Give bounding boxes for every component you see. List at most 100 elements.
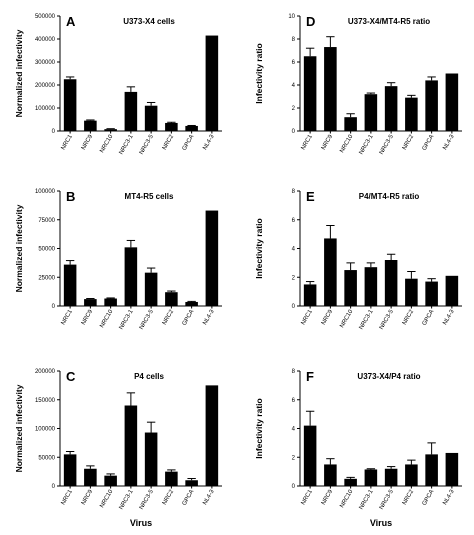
y-tick-label: 6 (292, 60, 296, 66)
x-tick-label: GPCA (182, 309, 196, 327)
y-tick-label: 200000 (35, 83, 56, 89)
x-tick-label: NRC2 (162, 308, 176, 326)
bar (425, 281, 438, 306)
x-tick-label: NRC3-5 (379, 308, 395, 330)
x-tick-label: NRC9 (81, 308, 95, 326)
panel-title: P4 cells (134, 372, 164, 381)
y-axis-label: Infectivity ratio (254, 398, 264, 458)
bar (63, 79, 77, 131)
panel-title: U373-X4/MT4-R5 ratio (348, 17, 430, 26)
bar (364, 94, 378, 131)
y-tick-label: 8 (292, 189, 296, 195)
bar (144, 105, 158, 131)
bar (384, 260, 398, 306)
bar (63, 454, 77, 486)
y-tick-label: 25000 (38, 275, 55, 281)
bar (84, 120, 97, 131)
bar (324, 47, 337, 131)
x-tick-label: NRC10 (339, 308, 354, 329)
y-axis-label: Normalized infectivity (14, 384, 24, 472)
y-tick-label: 0 (52, 304, 56, 310)
y-tick-label: 100000 (35, 189, 56, 195)
bar (124, 91, 138, 131)
bar (104, 129, 117, 131)
x-tick-label: GPCA (182, 134, 196, 152)
bar (344, 478, 357, 486)
x-tick-label: NRC3-1 (119, 488, 135, 510)
bar (425, 454, 438, 486)
bar (303, 284, 317, 306)
x-tick-label: NL4-3 (442, 133, 456, 151)
bar (364, 469, 378, 486)
y-tick-label: 2 (292, 106, 296, 112)
x-tick-label: NL4-3 (202, 488, 216, 506)
bar (205, 385, 219, 486)
panel-d: D U373-X4/MT4-R5 ratio 0 2 4 6 8 10 Infectivity … (254, 14, 462, 156)
panel-a: A U373-X4 cells 0 100000 200000 300000 400000 5… (14, 14, 222, 156)
y-tick-label: 0 (292, 129, 296, 135)
bar (303, 56, 317, 131)
x-tick-label: NRC10 (339, 488, 354, 509)
x-tick-label: NRC3-5 (139, 133, 155, 155)
bar (165, 122, 178, 131)
x-tick-label: NRC3-5 (379, 133, 395, 155)
x-tick-label: GPCA (422, 134, 436, 152)
y-tick-label: 0 (52, 129, 56, 135)
x-tick-label: NRC9 (321, 488, 335, 506)
y-tick-label: 50000 (38, 247, 55, 253)
bar (364, 267, 378, 306)
bar (405, 464, 418, 486)
y-tick-label: 4 (292, 247, 296, 253)
y-tick-label: 400000 (35, 37, 56, 43)
bar (205, 35, 219, 131)
panel-letter: E (306, 189, 315, 204)
x-tick-label: NL4-3 (202, 308, 216, 326)
panel-title: MT4-R5 cells (125, 192, 174, 201)
bar (205, 210, 219, 306)
x-tick-label: NRC1 (60, 308, 74, 326)
x-tick-label: GPCA (422, 489, 436, 507)
bar (185, 301, 198, 306)
bar (144, 272, 158, 306)
bar (104, 298, 117, 306)
bar (144, 432, 158, 486)
panel-b: B MT4-R5 cells 0 25000 50000 75000 100000 Norma… (14, 189, 222, 331)
x-tick-label: NRC3-1 (119, 133, 135, 155)
x-tick-label: NRC3-5 (139, 488, 155, 510)
x-tick-label: NRC10 (99, 133, 114, 154)
panel-letter: C (66, 369, 76, 384)
x-tick-label: NL4-3 (442, 308, 456, 326)
bar (405, 278, 418, 306)
x-tick-label: NRC10 (339, 133, 354, 154)
bar (165, 292, 178, 306)
x-axis-label: Virus (130, 518, 152, 528)
y-tick-label: 2 (292, 275, 296, 281)
bar (445, 275, 459, 306)
bar (165, 471, 178, 486)
bar (185, 480, 198, 486)
bar (445, 73, 459, 131)
x-axis-label: Virus (370, 518, 392, 528)
y-tick-label: 0 (52, 484, 56, 490)
panel-title: U373-X4 cells (123, 17, 175, 26)
y-tick-label: 200000 (35, 369, 56, 375)
y-axis-label: Normalized infectivity (14, 204, 24, 292)
x-tick-label: NRC2 (402, 133, 416, 151)
y-tick-label: 4 (292, 83, 296, 89)
y-tick-label: 8 (292, 369, 296, 375)
panel-c: C P4 cells 0 50000 100000 150000 200000 Normali… (14, 369, 222, 528)
y-tick-label: 500000 (35, 14, 56, 20)
x-tick-label: NRC9 (321, 308, 335, 326)
y-tick-label: 100000 (35, 427, 56, 433)
bar (324, 464, 337, 486)
y-tick-label: 0 (292, 304, 296, 310)
bar (124, 247, 138, 306)
x-tick-label: NL4-3 (442, 488, 456, 506)
x-tick-label: NRC3-1 (359, 308, 375, 330)
bar (384, 468, 398, 486)
x-tick-label: NRC1 (300, 308, 314, 326)
y-tick-label: 8 (292, 37, 296, 43)
bar (303, 425, 317, 486)
y-tick-label: 100000 (35, 106, 56, 112)
y-tick-label: 50000 (38, 455, 55, 461)
